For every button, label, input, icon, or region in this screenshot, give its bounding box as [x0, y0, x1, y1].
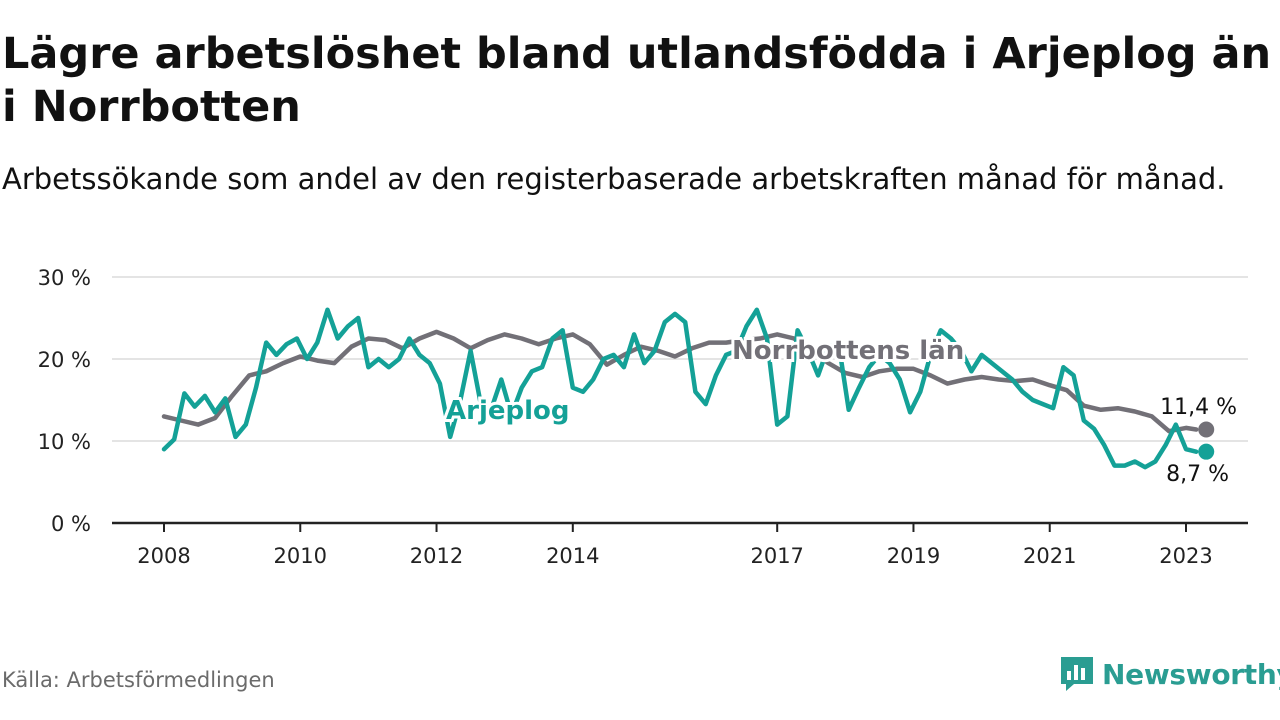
- line-chart: 0 % 10 % 20 % 30 % 2008 2010 2012 2014 2017 2019…: [38, 266, 1248, 568]
- y-tick-label: 20 %: [38, 348, 91, 372]
- y-tick-label: 10 %: [38, 430, 91, 454]
- series-labels: Norrbottens län Arjeplog 11,4 % 8,7 %: [443, 333, 1240, 490]
- newsworthy-logo-icon: [1061, 657, 1093, 691]
- y-axis-ticks: 0 % 10 % 20 % 30 %: [38, 266, 91, 536]
- arjeplog-series-label: Arjeplog: [446, 396, 570, 426]
- x-tick-label: 2021: [1023, 544, 1076, 568]
- source-note: Källa: Arbetsförmedlingen: [2, 668, 275, 692]
- newsworthy-logo[interactable]: Newsworthy: [1058, 654, 1280, 694]
- series-line-arjeplog: [161, 307, 1199, 470]
- y-tick-label: 0 %: [51, 512, 91, 536]
- x-tick-label: 2012: [410, 544, 463, 568]
- x-tick-label: 2010: [274, 544, 327, 568]
- series-lines: [161, 307, 1199, 470]
- brand-name: Newsworthy: [1102, 657, 1280, 691]
- norrbotten-series-label: Norrbottens län: [732, 336, 964, 366]
- arjeplog-end-value: 8,7 %: [1166, 462, 1229, 487]
- end-markers: [1198, 421, 1215, 460]
- norrbotten-end-value: 11,4 %: [1160, 395, 1237, 420]
- x-tick-label: 2014: [546, 544, 599, 568]
- x-axis-ticks: 2008 2010 2012 2014 2017 2019 2021 2023: [137, 523, 1213, 568]
- end-point-norrbottens-län: [1198, 421, 1215, 438]
- y-tick-label: 30 %: [38, 266, 91, 290]
- x-tick-label: 2023: [1159, 544, 1212, 568]
- end-point-arjeplog: [1198, 443, 1215, 460]
- x-tick-label: 2019: [887, 544, 940, 568]
- series-line-norrbottens-län: [161, 329, 1199, 434]
- x-tick-label: 2017: [750, 544, 803, 568]
- x-tick-label: 2008: [137, 544, 190, 568]
- chart-subtitle: Arbetssökande som andel av den registerb…: [2, 162, 1226, 196]
- chart-title: Lägre arbetslöshet bland utlandsfödda i …: [2, 29, 1272, 132]
